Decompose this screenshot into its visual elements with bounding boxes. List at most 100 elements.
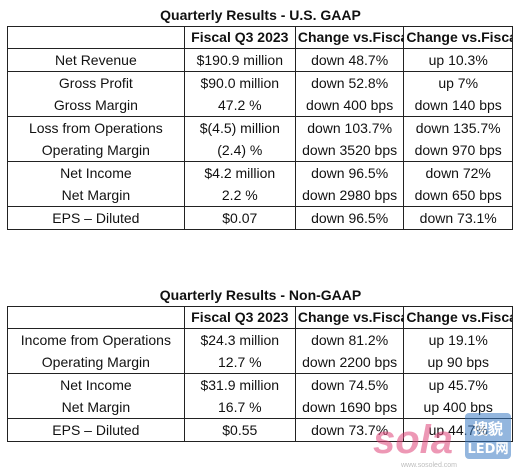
- non-gaap-current-quarter-value: 12.7 %: [218, 354, 262, 370]
- gaap-current-quarter-value-cell: $(4.5) million (2.4) %: [183, 116, 296, 162]
- non-gaap-change-vs-prior-quarter: up 44.7%: [428, 422, 488, 438]
- gaap-current-quarter-value: 47.2 %: [218, 97, 262, 113]
- gaap-current-quarter-value: $4.2 million: [204, 165, 276, 181]
- gaap-header-cell: [7, 26, 185, 49]
- non-gaap-change-vs-prior-quarter-cell: up 19.1% up 90 bps: [403, 328, 513, 374]
- gaap-current-quarter-value-cell: $190.9 million: [183, 48, 296, 72]
- gaap-change-vs-prior-year-cell: down 103.7% down 3520 bps: [294, 116, 405, 162]
- non-gaap-table-row: EPS – Diluted $0.55 down 73.7% up 44.7%: [7, 418, 513, 442]
- gaap-change-vs-prior-quarter-cell: up 10.3%: [403, 48, 513, 72]
- gaap-change-vs-prior-quarter: down 650 bps: [414, 187, 502, 203]
- gaap-change-vs-prior-quarter-cell: down 73.1%: [403, 206, 513, 230]
- non-gaap-change-vs-prior-year: down 74.5%: [311, 377, 389, 393]
- watermark-url: www.sosoled.com: [400, 462, 457, 469]
- gaap-change-vs-prior-quarter: up 7%: [438, 75, 479, 91]
- gaap-header-cell: Change vs.Fiscal Q3 2022: [294, 26, 405, 49]
- gaap-change-vs-prior-year: down 96.5%: [311, 165, 389, 181]
- gaap-change-vs-prior-year-cell: down 96.5%: [294, 206, 405, 230]
- non-gaap-current-quarter-value: $31.9 million: [200, 377, 280, 393]
- non-gaap-table-row: Income from Operations Operating Margin $2…: [7, 328, 513, 374]
- gaap-row-label: EPS – Diluted: [52, 210, 140, 226]
- gaap-change-vs-prior-quarter-cell: up 7% down 140 bps: [403, 71, 513, 117]
- non-gaap-change-vs-prior-year-cell: down 73.7%: [294, 418, 405, 442]
- non-gaap-change-vs-prior-year: down 81.2%: [311, 332, 389, 348]
- gaap-row-label: Net Margin: [61, 187, 131, 203]
- non-gaap-change-vs-prior-quarter: up 90 bps: [427, 354, 489, 370]
- non-gaap-current-quarter-value: $24.3 million: [200, 332, 280, 348]
- non-gaap-current-quarter-value-cell: $31.9 million 16.7 %: [183, 373, 296, 419]
- gaap-row-label: Operating Margin: [41, 142, 150, 158]
- gaap-row-label-cell: Net Income Net Margin: [7, 161, 185, 207]
- non-gaap-change-vs-prior-quarter-cell: up 45.7% up 400 bps: [403, 373, 513, 419]
- non-gaap-row-label: Income from Operations: [20, 332, 171, 348]
- gaap-current-quarter-value: $190.9 million: [196, 52, 283, 68]
- non-gaap-header-cell: Change vs.Fiscal Q2 2023: [403, 306, 513, 329]
- non-gaap-header-cell: Fiscal Q3 2023: [183, 306, 296, 329]
- gaap-change-vs-prior-year: down 48.7%: [311, 52, 389, 68]
- gaap-table-title: Quarterly Results - U.S. GAAP: [160, 7, 361, 23]
- gaap-row-label-cell: Net Revenue: [7, 48, 185, 72]
- watermark-badge-bottom-text: LED网: [468, 442, 509, 457]
- gaap-row-label-cell: Loss from Operations Operating Margin: [7, 116, 185, 162]
- non-gaap-current-quarter-value: $0.55: [222, 422, 258, 438]
- non-gaap-change-vs-prior-year: down 73.7%: [311, 422, 389, 438]
- gaap-change-vs-prior-quarter: up 10.3%: [428, 52, 488, 68]
- gaap-change-vs-prior-quarter: down 73.1%: [419, 210, 497, 226]
- gaap-current-quarter-value: $90.0 million: [200, 75, 280, 91]
- non-gaap-header-cell: [7, 306, 185, 329]
- non-gaap-current-quarter-value-cell: $0.55: [183, 418, 296, 442]
- gaap-header-cell: Change vs.Fiscal Q2 2023: [403, 26, 513, 49]
- non-gaap-header-cell: Change vs.Fiscal Q3 2022: [294, 306, 405, 329]
- gaap-current-quarter-value: (2.4) %: [217, 142, 263, 158]
- gaap-change-vs-prior-quarter: down 72%: [425, 165, 491, 181]
- non-gaap-row-label: Net Margin: [61, 399, 131, 415]
- gaap-row-label: Net Income: [60, 165, 132, 181]
- gaap-current-quarter-value: 2.2 %: [221, 187, 258, 203]
- non-gaap-row-label-cell: Net Income Net Margin: [7, 373, 185, 419]
- gaap-table-row: Net Income Net Margin $4.2 million 2.2 % dow…: [7, 161, 513, 207]
- gaap-row-label: Loss from Operations: [28, 120, 163, 136]
- gaap-change-vs-prior-year: down 400 bps: [306, 97, 394, 113]
- non-gaap-row-label-cell: EPS – Diluted: [7, 418, 185, 442]
- gaap-change-vs-prior-year-cell: down 52.8% down 400 bps: [294, 71, 405, 117]
- gaap-change-vs-prior-year: down 96.5%: [311, 210, 389, 226]
- non-gaap-change-vs-prior-quarter: up 19.1%: [428, 332, 488, 348]
- gaap-change-vs-prior-year: down 52.8%: [311, 75, 389, 91]
- non-gaap-change-vs-prior-year: down 1690 bps: [302, 399, 398, 415]
- gaap-table-row: EPS – Diluted $0.07 down 96.5% down 73.1%: [7, 206, 513, 230]
- non-gaap-row-label: EPS – Diluted: [52, 422, 140, 438]
- non-gaap-current-quarter-value-cell: $24.3 million 12.7 %: [183, 328, 296, 374]
- gaap-current-quarter-value-cell: $4.2 million 2.2 %: [183, 161, 296, 207]
- non-gaap-row-label: Operating Margin: [41, 354, 150, 370]
- gaap-row-label: Gross Profit: [58, 75, 133, 91]
- gaap-current-quarter-value: $0.07: [222, 210, 258, 226]
- gaap-row-label: Net Revenue: [55, 52, 137, 68]
- gaap-current-quarter-value-cell: $90.0 million 47.2 %: [183, 71, 296, 117]
- gaap-change-vs-prior-year: down 3520 bps: [302, 142, 398, 158]
- non-gaap-change-vs-prior-year: down 2200 bps: [302, 354, 398, 370]
- gaap-change-vs-prior-quarter-cell: down 135.7% down 970 bps: [403, 116, 513, 162]
- gaap-row-label-cell: EPS – Diluted: [7, 206, 185, 230]
- gaap-change-vs-prior-year-cell: down 48.7%: [294, 48, 405, 72]
- gaap-change-vs-prior-quarter: down 140 bps: [414, 97, 502, 113]
- gaap-table-row: Net Revenue $190.9 million down 48.7% up 10…: [7, 48, 513, 72]
- non-gaap-current-quarter-value: 16.7 %: [218, 399, 262, 415]
- non-gaap-change-vs-prior-quarter: up 45.7%: [428, 377, 488, 393]
- non-gaap-change-vs-prior-year-cell: down 74.5% down 1690 bps: [294, 373, 405, 419]
- non-gaap-table-row: Net Income Net Margin $31.9 million 16.7 % d…: [7, 373, 513, 419]
- gaap-row-label: Gross Margin: [53, 97, 138, 113]
- gaap-table-row: Loss from Operations Operating Margin $(4.…: [7, 116, 513, 162]
- non-gaap-change-vs-prior-year-cell: down 81.2% down 2200 bps: [294, 328, 405, 374]
- gaap-change-vs-prior-year: down 2980 bps: [302, 187, 398, 203]
- non-gaap-row-label-cell: Income from Operations Operating Margin: [7, 328, 185, 374]
- gaap-change-vs-prior-quarter: down 135.7%: [415, 120, 501, 136]
- gaap-row-label-cell: Gross Profit Gross Margin: [7, 71, 185, 117]
- non-gaap-row-label: Net Income: [60, 377, 132, 393]
- gaap-change-vs-prior-quarter: down 970 bps: [414, 142, 502, 158]
- gaap-change-vs-prior-year: down 103.7%: [307, 120, 393, 136]
- gaap-current-quarter-value: $(4.5) million: [199, 120, 280, 136]
- gaap-table-row: Gross Profit Gross Margin $90.0 million 47.…: [7, 71, 513, 117]
